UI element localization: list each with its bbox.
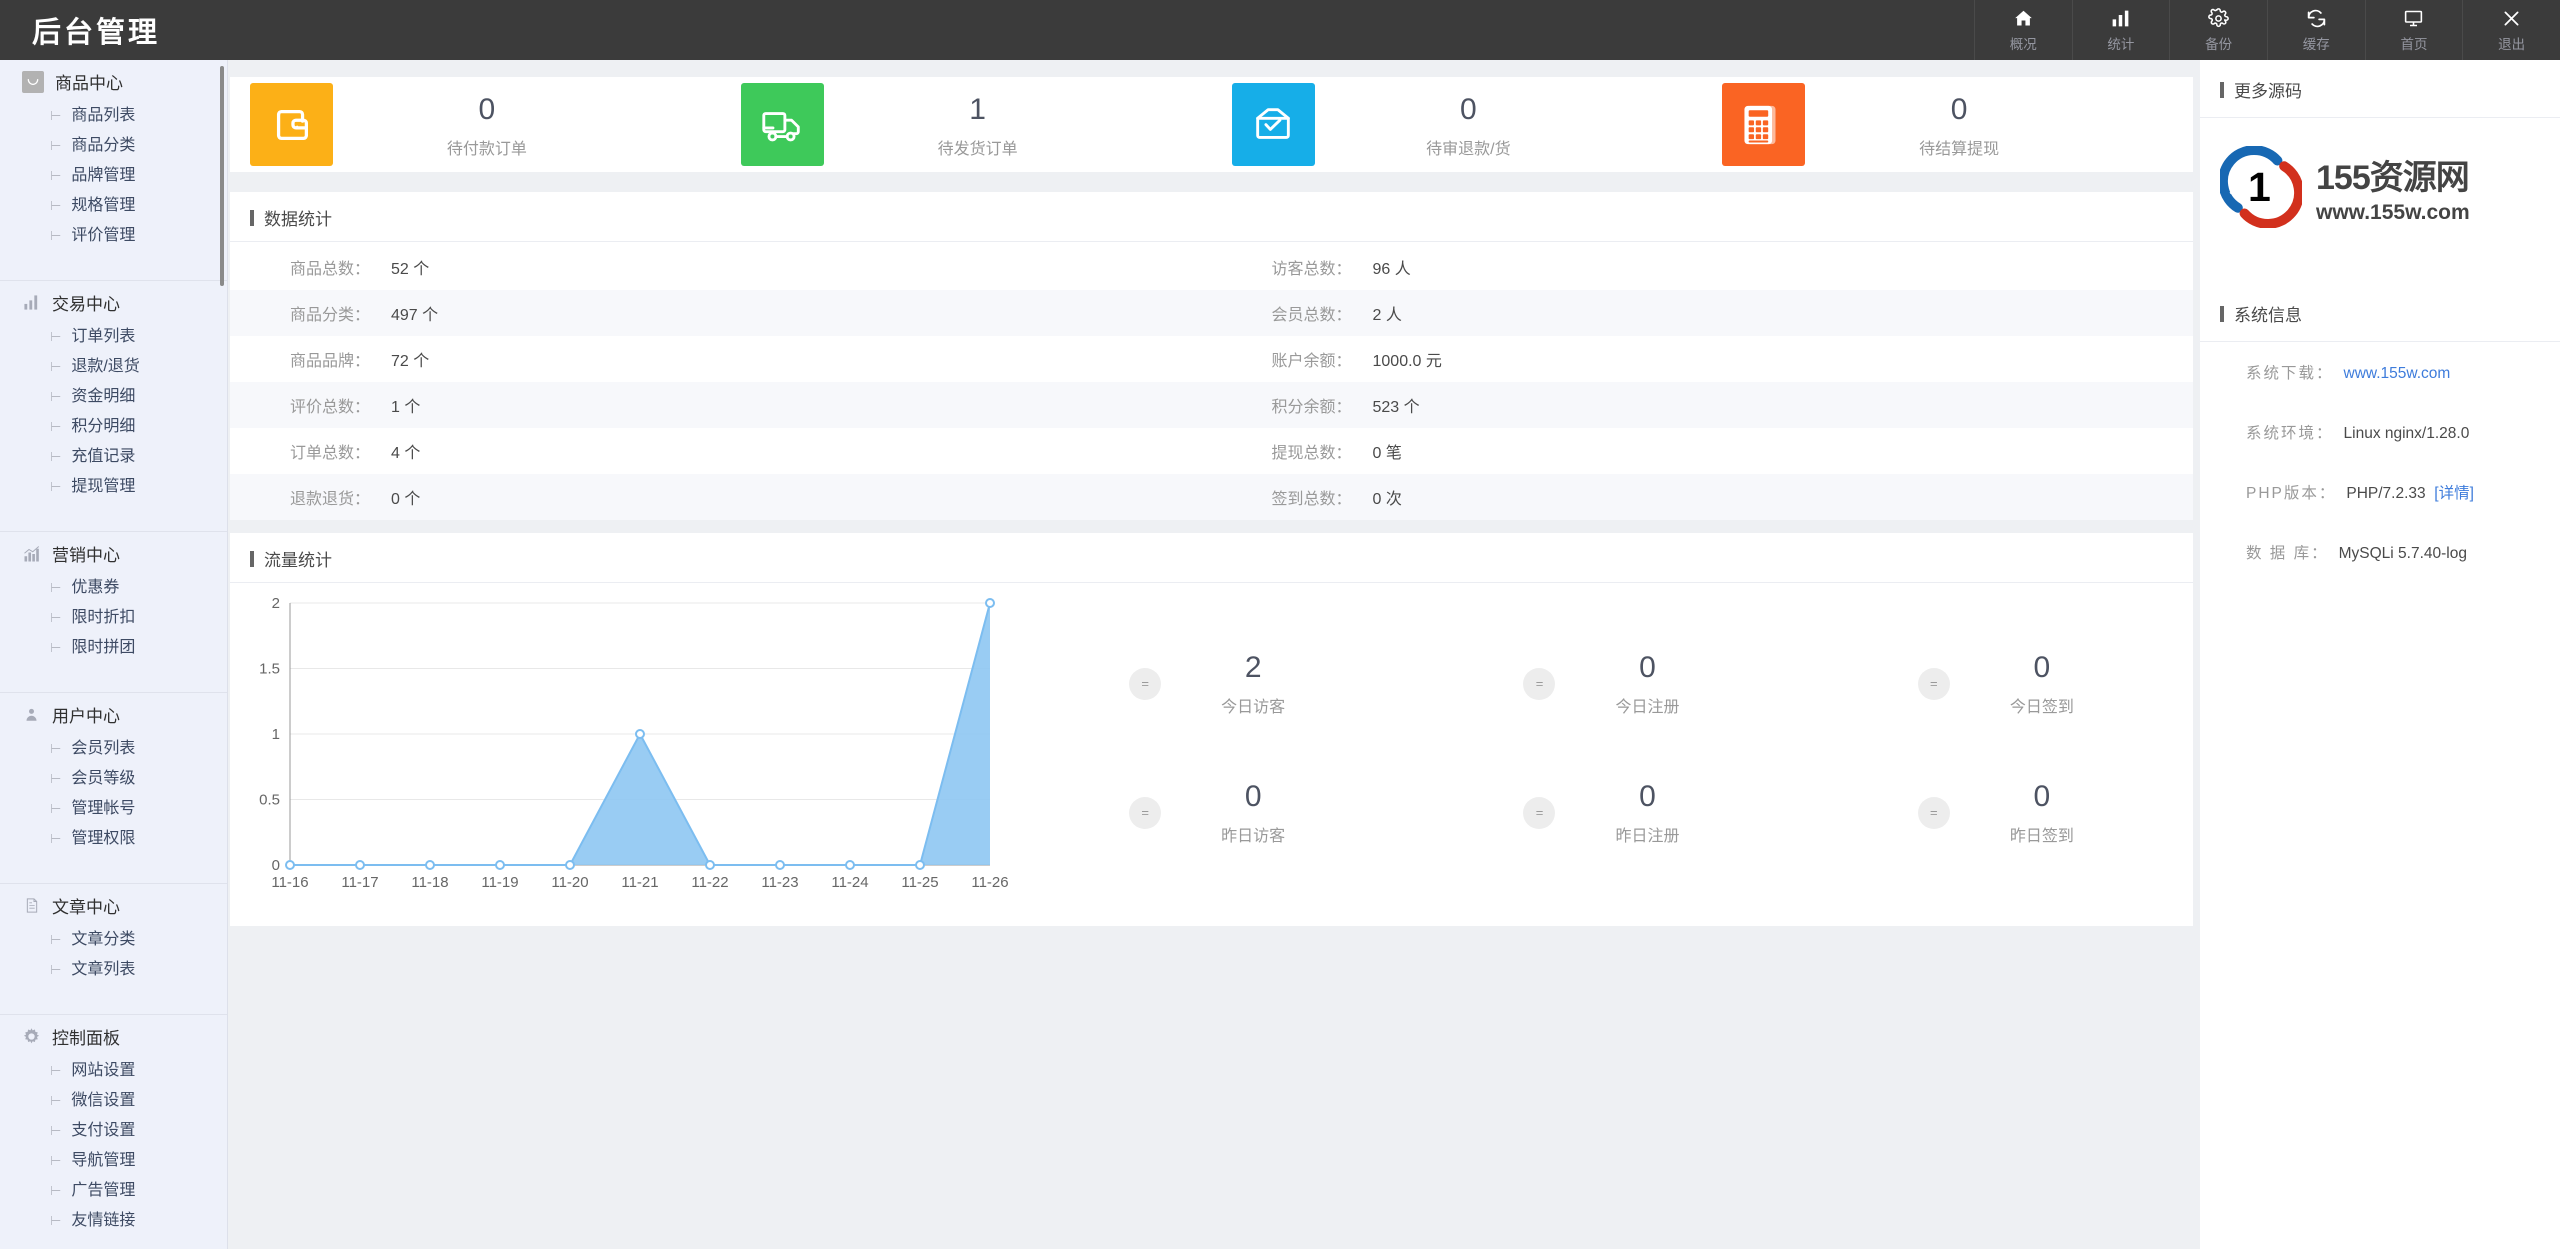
- svg-text:5: 5: [2282, 197, 2291, 209]
- svg-text:2: 2: [272, 595, 280, 612]
- svg-text:11-17: 11-17: [341, 874, 378, 891]
- svg-text:0.5: 0.5: [259, 792, 280, 809]
- svg-text:11-18: 11-18: [411, 874, 448, 891]
- svg-text:11-26: 11-26: [971, 874, 1008, 891]
- svg-text:5: 5: [2228, 186, 2237, 198]
- svg-text:1: 1: [2248, 164, 2271, 210]
- svg-text:11-22: 11-22: [691, 874, 728, 891]
- svg-text:11-16: 11-16: [271, 874, 308, 891]
- svg-text:0: 0: [272, 857, 280, 874]
- svg-text:1: 1: [272, 726, 280, 743]
- svg-text:1.5: 1.5: [259, 661, 280, 678]
- svg-text:11-20: 11-20: [551, 874, 588, 891]
- svg-text:11-23: 11-23: [761, 874, 798, 891]
- svg-text:11-25: 11-25: [901, 874, 938, 891]
- svg-text:11-21: 11-21: [621, 874, 658, 891]
- svg-text:11-19: 11-19: [481, 874, 518, 891]
- svg-text:11-24: 11-24: [831, 874, 868, 891]
